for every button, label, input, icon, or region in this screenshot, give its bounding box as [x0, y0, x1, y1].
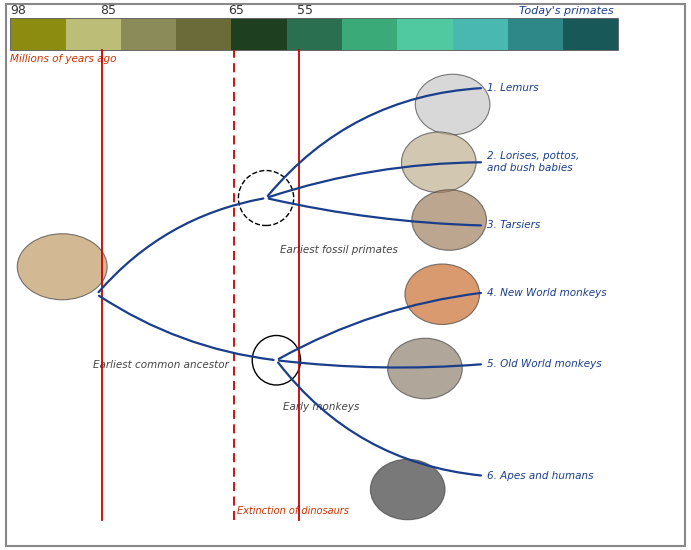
Ellipse shape	[412, 190, 486, 250]
FancyBboxPatch shape	[176, 18, 231, 50]
Ellipse shape	[17, 234, 107, 300]
Text: 6. Apes and humans: 6. Apes and humans	[487, 471, 594, 481]
Text: 85: 85	[100, 4, 116, 18]
Text: Earliest fossil primates: Earliest fossil primates	[280, 245, 398, 255]
Text: 65: 65	[228, 4, 244, 18]
FancyBboxPatch shape	[231, 18, 287, 50]
Text: 3. Tarsiers: 3. Tarsiers	[487, 221, 540, 230]
FancyBboxPatch shape	[287, 18, 342, 50]
Text: 98: 98	[10, 4, 26, 18]
Ellipse shape	[415, 74, 490, 135]
FancyBboxPatch shape	[453, 18, 508, 50]
Ellipse shape	[370, 459, 445, 520]
Text: 2. Lorises, pottos,
and bush babies: 2. Lorises, pottos, and bush babies	[487, 151, 580, 173]
Text: Today's primates: Today's primates	[520, 6, 614, 16]
Text: Early monkeys: Early monkeys	[283, 402, 360, 411]
Text: Earliest common ancestor: Earliest common ancestor	[93, 360, 229, 370]
Ellipse shape	[405, 264, 480, 324]
FancyBboxPatch shape	[121, 18, 176, 50]
Text: Extinction of dinosaurs: Extinction of dinosaurs	[237, 506, 349, 516]
FancyBboxPatch shape	[508, 18, 563, 50]
Text: 55: 55	[297, 4, 313, 18]
Ellipse shape	[401, 132, 476, 192]
FancyBboxPatch shape	[397, 18, 453, 50]
Text: 5. Old World monkeys: 5. Old World monkeys	[487, 359, 602, 369]
FancyBboxPatch shape	[66, 18, 121, 50]
Text: 4. New World monkeys: 4. New World monkeys	[487, 288, 607, 298]
Ellipse shape	[388, 338, 462, 399]
Text: Millions of years ago: Millions of years ago	[10, 54, 117, 64]
FancyBboxPatch shape	[563, 18, 618, 50]
FancyBboxPatch shape	[342, 18, 397, 50]
Text: 1. Lemurs: 1. Lemurs	[487, 83, 539, 93]
FancyBboxPatch shape	[10, 18, 66, 50]
